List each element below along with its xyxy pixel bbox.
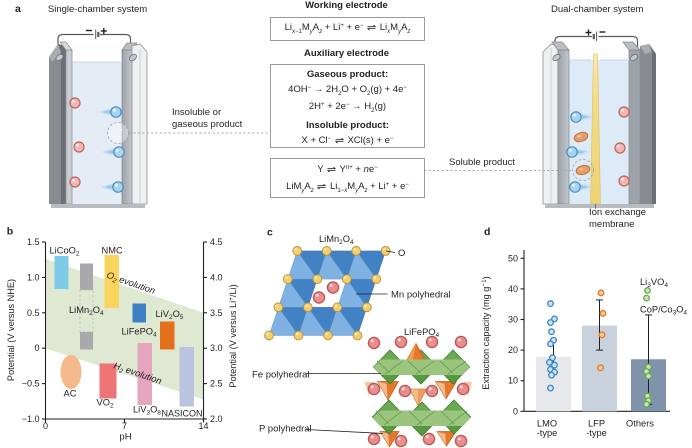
svg-text:−0.5: −0.5 (22, 379, 40, 389)
svg-text:Fe polyhedral: Fe polyhedral (252, 370, 310, 381)
svg-text:LiFePO4: LiFePO4 (122, 327, 158, 339)
svg-text:0.5: 0.5 (27, 308, 40, 318)
svg-text:7: 7 (122, 421, 127, 431)
svg-text:LMO: LMO (537, 418, 557, 428)
svg-text:10: 10 (508, 376, 518, 386)
svg-text:30: 30 (508, 315, 518, 325)
svg-text:CoP/Co3O4: CoP/Co3O4 (640, 305, 687, 317)
svg-text:LiMn2O4: LiMn2O4 (69, 305, 104, 317)
svg-text:40: 40 (508, 284, 518, 294)
svg-text:−1.0: −1.0 (22, 414, 40, 424)
svg-text:NASICON: NASICON (162, 409, 203, 419)
svg-text:c: c (267, 226, 273, 238)
svg-text:LiV3O8: LiV3O8 (133, 405, 161, 417)
svg-text:LiV2O5: LiV2O5 (156, 309, 184, 321)
svg-text:0: 0 (513, 406, 518, 416)
svg-text:3.0: 3.0 (210, 343, 223, 353)
svg-text:0: 0 (34, 343, 39, 353)
svg-text:50: 50 (508, 253, 518, 263)
svg-text:Li3VO4: Li3VO4 (640, 277, 668, 289)
svg-text:d: d (484, 226, 490, 238)
svg-text:0: 0 (43, 421, 48, 431)
svg-text:-type: -type (537, 428, 558, 438)
svg-text:VO2: VO2 (97, 398, 114, 410)
svg-text:NMC: NMC (102, 246, 123, 256)
svg-text:4.5: 4.5 (210, 237, 223, 247)
svg-text:LiMn2O4: LiMn2O4 (319, 234, 354, 246)
svg-text:LiCoO2: LiCoO2 (50, 246, 80, 258)
svg-text:Potential (V versus NHE): Potential (V versus NHE) (6, 279, 16, 381)
svg-text:20: 20 (508, 345, 518, 355)
svg-text:Extraction capacity (mg g−1): Extraction capacity (mg g−1) (481, 276, 491, 390)
svg-text:3.5: 3.5 (210, 308, 223, 318)
svg-text:1.5: 1.5 (27, 237, 40, 247)
svg-text:-type: -type (586, 428, 607, 438)
svg-text:4.0: 4.0 (210, 272, 223, 282)
svg-text:LFP: LFP (588, 418, 605, 428)
svg-text:Others: Others (626, 418, 654, 428)
svg-text:Mn polyhedral: Mn polyhedral (391, 290, 451, 301)
svg-text:pH: pH (119, 432, 131, 443)
svg-text:P polyhedral: P polyhedral (259, 424, 312, 435)
svg-text:14: 14 (198, 421, 208, 431)
svg-text:O: O (398, 248, 405, 259)
svg-text:2.0: 2.0 (210, 414, 223, 424)
svg-text:AC: AC (64, 389, 77, 399)
svg-text:Potential (V versus Li+/Li): Potential (V versus Li+/Li) (228, 284, 238, 387)
svg-text:b: b (7, 226, 13, 238)
svg-text:2.5: 2.5 (210, 379, 223, 389)
svg-text:1.0: 1.0 (27, 272, 40, 282)
